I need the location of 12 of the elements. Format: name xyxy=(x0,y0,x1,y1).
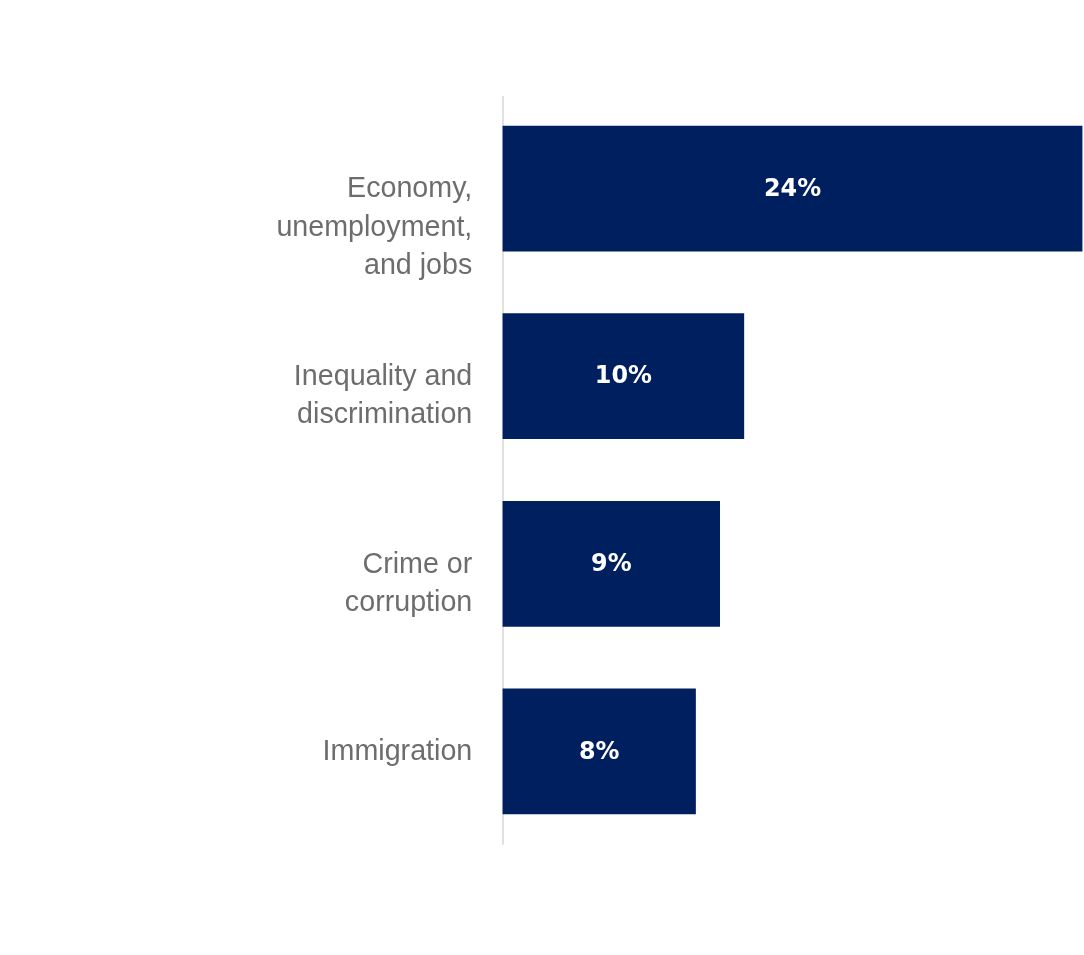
y-tick-label: Inequality and discrimination xyxy=(293,358,473,430)
data-label: 10% xyxy=(594,361,653,390)
bar xyxy=(502,688,696,815)
bar xyxy=(502,125,1083,252)
y-tick-label: Crime or corruption xyxy=(344,546,473,617)
data-label: 9% xyxy=(591,548,632,577)
y-tick-label: Immigration xyxy=(322,734,473,767)
y-tick-label: Economy, unemployment, and jobs xyxy=(276,171,473,280)
data-label: 24% xyxy=(763,173,822,202)
bar xyxy=(502,313,745,440)
data-label: 8% xyxy=(578,736,620,765)
bar xyxy=(502,500,721,627)
